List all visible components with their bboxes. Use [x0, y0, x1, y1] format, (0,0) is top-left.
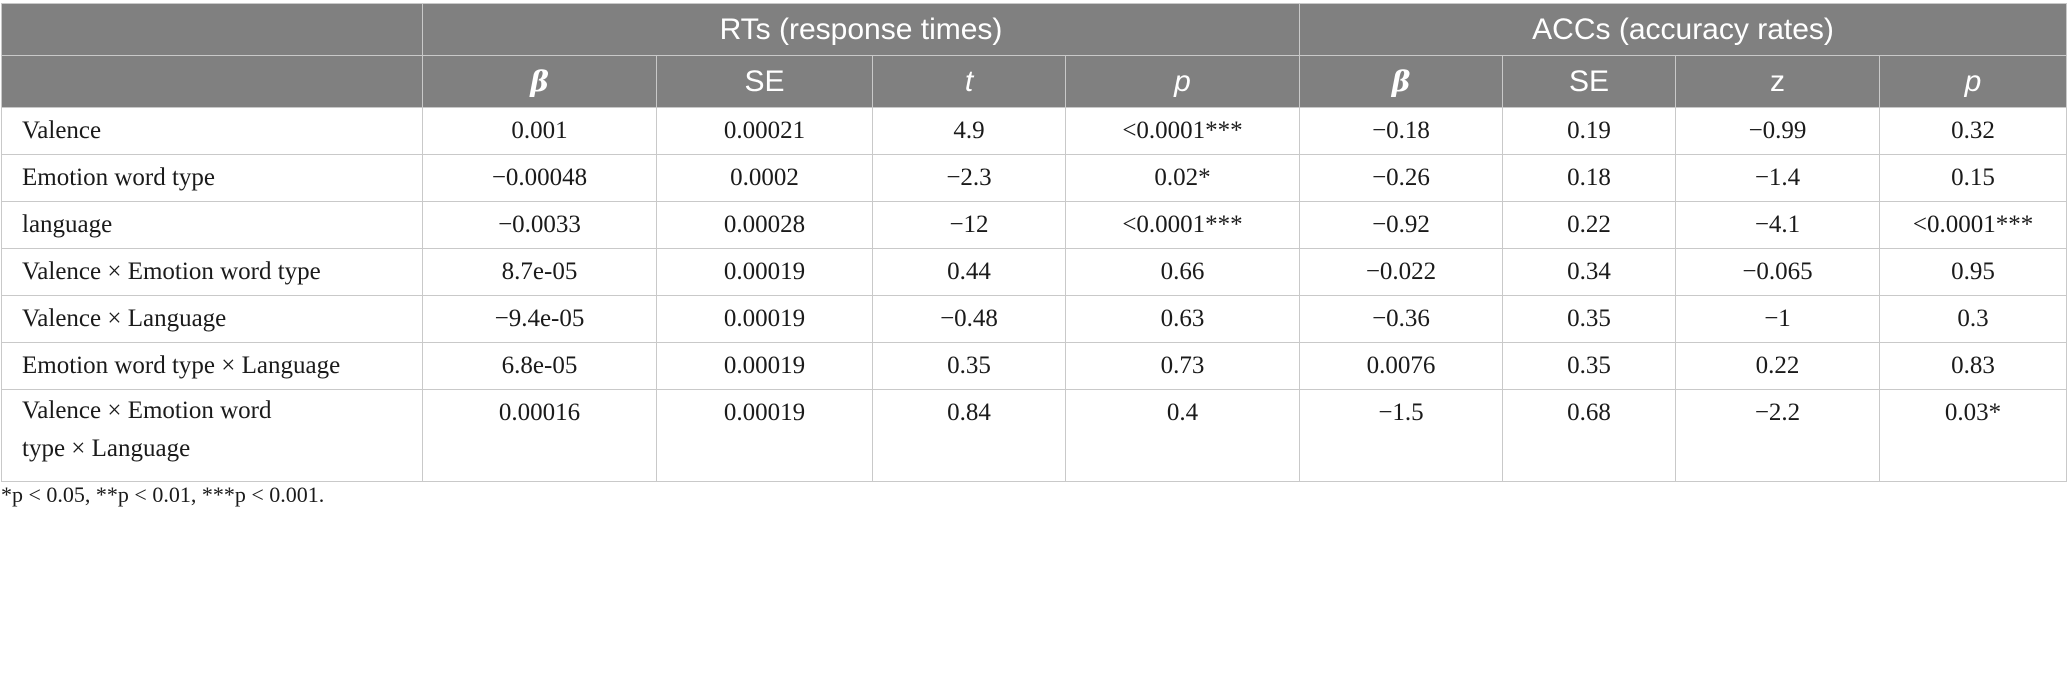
cell-rts-p: 0.66	[1065, 248, 1300, 296]
cell-accs-z: −1.4	[1675, 154, 1880, 202]
cell-rts-beta: 0.001	[422, 107, 657, 155]
cell-rts-t: 4.9	[872, 107, 1066, 155]
header-column-row: β SE t p β SE z p	[1, 55, 2067, 108]
cell-accs-p: 0.3	[1878, 295, 2067, 343]
cell-rts-p: 0.63	[1065, 295, 1300, 343]
table-row: Valence × Language −9.4e-05 0.00019 −0.4…	[1, 295, 2067, 343]
cell-rts-se: 0.0002	[656, 154, 873, 202]
cell-rts-t: 0.84	[872, 389, 1066, 482]
cell-accs-se: 0.35	[1502, 342, 1676, 390]
table-body: Valence 0.001 0.00021 4.9 <0.0001*** −0.…	[1, 107, 2067, 482]
row-label: Valence × Language	[1, 295, 423, 343]
cell-rts-se: 0.00019	[656, 248, 873, 296]
cell-accs-beta: −0.18	[1299, 107, 1503, 155]
cell-accs-z: −0.065	[1675, 248, 1880, 296]
cell-accs-se: 0.19	[1502, 107, 1676, 155]
cell-accs-beta: −1.5	[1299, 389, 1503, 482]
cell-accs-p: 0.95	[1878, 248, 2067, 296]
column-header-rts-se: SE	[656, 55, 873, 108]
column-header-rts-p: p	[1065, 55, 1300, 108]
cell-accs-beta: −0.36	[1299, 295, 1503, 343]
column-header-rts-t: t	[872, 55, 1066, 108]
cell-rts-t: −0.48	[872, 295, 1066, 343]
cell-rts-t: −2.3	[872, 154, 1066, 202]
row-label: Emotion word type × Language	[1, 342, 423, 390]
cell-accs-beta: −0.26	[1299, 154, 1503, 202]
cell-rts-t: 0.35	[872, 342, 1066, 390]
cell-rts-beta: 0.00016	[422, 389, 657, 482]
results-table: RTs (response times) ACCs (accuracy rate…	[1, 3, 2067, 482]
cell-rts-p: 0.02*	[1065, 154, 1300, 202]
cell-rts-beta: −0.00048	[422, 154, 657, 202]
cell-accs-p: 0.15	[1878, 154, 2067, 202]
row-label: Valence × Emotion word type × Language	[1, 389, 423, 482]
table-row: Valence × Emotion word type 8.7e-05 0.00…	[1, 248, 2067, 296]
header-empty-cell	[1, 55, 423, 108]
cell-accs-z: −1	[1675, 295, 1880, 343]
cell-rts-se: 0.00028	[656, 201, 873, 249]
column-header-accs-se: SE	[1502, 55, 1676, 108]
cell-accs-se: 0.35	[1502, 295, 1676, 343]
cell-rts-se: 0.00019	[656, 342, 873, 390]
column-header-accs-p: p	[1878, 55, 2067, 108]
cell-accs-se: 0.68	[1502, 389, 1676, 482]
table-row: Valence × Emotion word type × Language 0…	[1, 389, 2067, 482]
cell-accs-z: −2.2	[1675, 389, 1880, 482]
header-empty-cell	[1, 3, 423, 56]
table-row: Emotion word type −0.00048 0.0002 −2.3 0…	[1, 154, 2067, 202]
header-group-accs: ACCs (accuracy rates)	[1298, 3, 2067, 56]
cell-rts-t: 0.44	[872, 248, 1066, 296]
row-label: language	[1, 201, 423, 249]
cell-accs-se: 0.18	[1502, 154, 1676, 202]
cell-accs-se: 0.34	[1502, 248, 1676, 296]
column-header-accs-beta: β	[1299, 55, 1503, 108]
header-group-rts: RTs (response times)	[422, 3, 1300, 56]
header-group-row: RTs (response times) ACCs (accuracy rate…	[1, 3, 2067, 56]
cell-accs-se: 0.22	[1502, 201, 1676, 249]
cell-rts-beta: −0.0033	[422, 201, 657, 249]
row-label: Emotion word type	[1, 154, 423, 202]
cell-accs-p: <0.0001***	[1878, 201, 2067, 249]
cell-accs-beta: −0.92	[1299, 201, 1503, 249]
table-row: Emotion word type × Language 6.8e-05 0.0…	[1, 342, 2067, 390]
row-label-line: Valence × Emotion word	[22, 397, 272, 424]
cell-rts-t: −12	[872, 201, 1066, 249]
cell-rts-beta: 8.7e-05	[422, 248, 657, 296]
cell-rts-se: 0.00019	[656, 389, 873, 482]
cell-rts-p: <0.0001***	[1065, 201, 1300, 249]
cell-rts-beta: −9.4e-05	[422, 295, 657, 343]
cell-accs-p: 0.83	[1878, 342, 2067, 390]
cell-accs-p: 0.32	[1878, 107, 2067, 155]
column-header-accs-z: z	[1675, 55, 1880, 108]
row-label: Valence	[1, 107, 423, 155]
row-label-line: type × Language	[22, 435, 191, 462]
column-header-rts-beta: β	[422, 55, 657, 108]
cell-rts-p: 0.73	[1065, 342, 1300, 390]
cell-rts-beta: 6.8e-05	[422, 342, 657, 390]
table-row: language −0.0033 0.00028 −12 <0.0001*** …	[1, 201, 2067, 249]
results-table-container: RTs (response times) ACCs (accuracy rate…	[0, 3, 2067, 482]
cell-accs-p: 0.03*	[1878, 389, 2067, 482]
table-header: RTs (response times) ACCs (accuracy rate…	[1, 3, 2067, 108]
cell-accs-z: −0.99	[1675, 107, 1880, 155]
table-footnote: *p < 0.05, **p < 0.01, ***p < 0.001.	[1, 482, 325, 507]
cell-rts-se: 0.00019	[656, 295, 873, 343]
cell-accs-beta: 0.0076	[1299, 342, 1503, 390]
cell-accs-z: −4.1	[1675, 201, 1880, 249]
cell-rts-p: <0.0001***	[1065, 107, 1300, 155]
cell-rts-se: 0.00021	[656, 107, 873, 155]
table-row: Valence 0.001 0.00021 4.9 <0.0001*** −0.…	[1, 107, 2067, 155]
row-label: Valence × Emotion word type	[1, 248, 423, 296]
cell-accs-beta: −0.022	[1299, 248, 1503, 296]
cell-rts-p: 0.4	[1065, 389, 1300, 482]
cell-accs-z: 0.22	[1675, 342, 1880, 390]
